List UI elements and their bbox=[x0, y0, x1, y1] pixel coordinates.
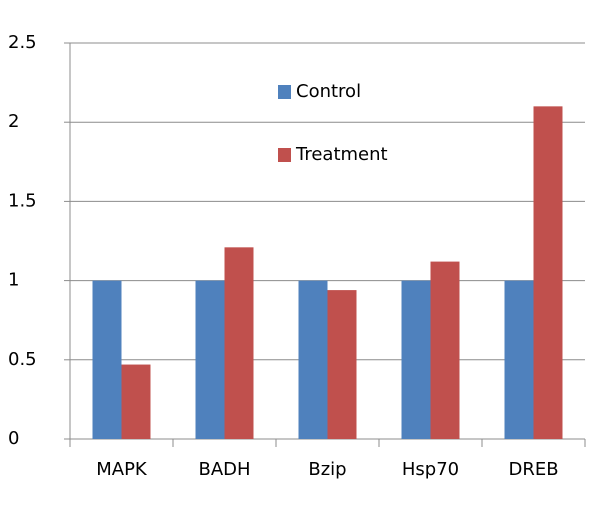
legend-swatch bbox=[278, 148, 291, 162]
bar bbox=[224, 247, 254, 439]
x-tick-label: MAPK bbox=[96, 459, 148, 480]
y-tick-label: 0 bbox=[8, 428, 19, 449]
y-tick-label: 2 bbox=[8, 111, 19, 132]
legend-label: Treatment bbox=[295, 144, 388, 165]
bar bbox=[195, 280, 225, 439]
legend-swatch bbox=[278, 85, 291, 99]
bar bbox=[401, 280, 431, 439]
x-tick-label: Hsp70 bbox=[402, 459, 459, 480]
x-tick-label: BADH bbox=[198, 459, 250, 480]
x-tick-label: DREB bbox=[508, 459, 558, 480]
y-tick-label: 1 bbox=[8, 270, 19, 291]
legend-label: Control bbox=[296, 81, 361, 102]
y-tick-label: 0.5 bbox=[8, 349, 37, 370]
bar bbox=[327, 290, 357, 439]
bar bbox=[430, 261, 460, 439]
bar bbox=[298, 280, 328, 439]
x-tick-label: Bzip bbox=[308, 459, 346, 480]
bar bbox=[92, 280, 122, 439]
y-tick-label: 2.5 bbox=[8, 32, 37, 53]
bar bbox=[504, 280, 534, 439]
bar bbox=[121, 364, 151, 439]
y-tick-label: 1.5 bbox=[8, 190, 37, 211]
bar bbox=[533, 106, 563, 440]
